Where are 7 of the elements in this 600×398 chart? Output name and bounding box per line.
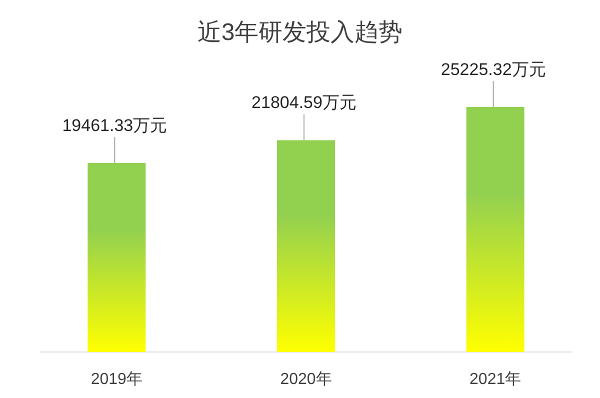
data-label: 19461.33万元 [62,116,168,135]
x-tick-label: 2020年 [280,371,332,388]
chart-title: 近3年研发投入趋势 [197,19,403,46]
data-label: 21804.59万元 [252,93,356,112]
x-tick-label: 2019年 [90,371,142,388]
data-label: 25225.32万元 [440,60,546,79]
x-tick-label: 2021年 [470,371,522,388]
